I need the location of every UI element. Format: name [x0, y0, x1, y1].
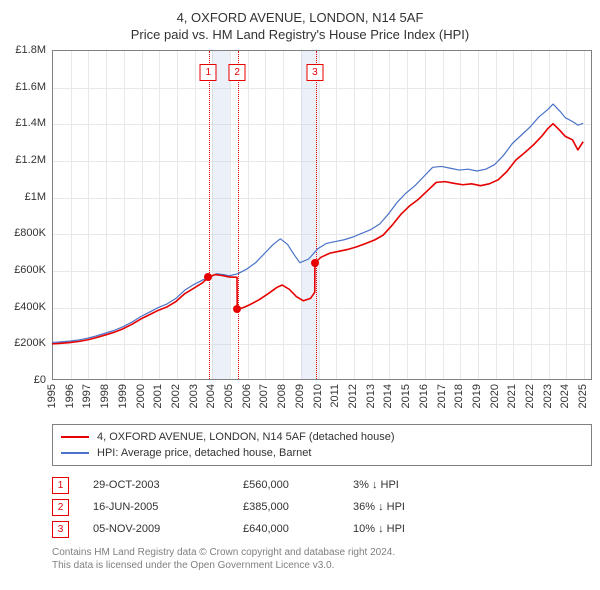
series-property — [52, 124, 583, 344]
title-sub: Price paid vs. HM Land Registry's House … — [12, 27, 588, 42]
x-tick-label: 2013 — [365, 384, 377, 408]
x-tick-label: 1995 — [46, 384, 58, 408]
sales-price: £640,000 — [243, 523, 353, 535]
sales-table: 1 29-OCT-2003£560,0003% ↓ HPI 2 16-JUN-2005… — [52, 474, 592, 540]
x-tick-label: 2009 — [294, 384, 306, 408]
footer-line-2: This data is licensed under the Open Gov… — [52, 559, 592, 572]
legend-swatch — [61, 452, 89, 454]
sales-row: 1 29-OCT-2003£560,0003% ↓ HPI — [52, 474, 592, 496]
y-tick-label: £1.4M — [6, 117, 46, 129]
x-tick-label: 2017 — [436, 384, 448, 408]
x-tick-label: 2018 — [453, 384, 465, 408]
sales-price: £560,000 — [243, 479, 353, 491]
sale-marker — [311, 259, 319, 267]
legend: 4, OXFORD AVENUE, LONDON, N14 5AF (detac… — [52, 424, 592, 466]
x-tick-label: 2008 — [276, 384, 288, 408]
y-tick-label: £0 — [6, 374, 46, 386]
footer: Contains HM Land Registry data © Crown c… — [52, 546, 592, 572]
y-tick-label: £600K — [6, 264, 46, 276]
sale-number-box: 3 — [306, 64, 323, 81]
y-tick-label: £400K — [6, 301, 46, 313]
x-tick-label: 2001 — [152, 384, 164, 408]
title-main: 4, OXFORD AVENUE, LONDON, N14 5AF — [12, 10, 588, 25]
x-tick-label: 1998 — [99, 384, 111, 408]
x-tick-label: 2023 — [542, 384, 554, 408]
y-tick-label: £1M — [6, 191, 46, 203]
sales-number-box: 2 — [52, 499, 69, 516]
series-hpi — [52, 104, 583, 342]
y-tick-label: £1.2M — [6, 154, 46, 166]
sales-number-box: 3 — [52, 521, 69, 538]
title-block: 4, OXFORD AVENUE, LONDON, N14 5AF Price … — [12, 10, 588, 42]
chart-container: 4, OXFORD AVENUE, LONDON, N14 5AF Price … — [0, 0, 600, 590]
x-tick-label: 1999 — [117, 384, 129, 408]
x-tick-label: 2002 — [170, 384, 182, 408]
x-tick-label: 2024 — [559, 384, 571, 408]
x-tick-label: 2021 — [506, 384, 518, 408]
sales-date: 05-NOV-2009 — [93, 523, 243, 535]
x-tick-label: 2014 — [382, 384, 394, 408]
sales-delta: 10% ↓ HPI — [353, 523, 463, 535]
x-tick-label: 2011 — [329, 384, 341, 408]
x-tick-label: 1997 — [81, 384, 93, 408]
x-tick-label: 2025 — [577, 384, 589, 408]
x-tick-label: 1996 — [64, 384, 76, 408]
sales-delta: 3% ↓ HPI — [353, 479, 463, 491]
sales-date: 29-OCT-2003 — [93, 479, 243, 491]
x-tick-label: 2006 — [241, 384, 253, 408]
legend-item: HPI: Average price, detached house, Barn… — [61, 445, 583, 461]
x-tick-label: 2005 — [223, 384, 235, 408]
x-tick-label: 2000 — [135, 384, 147, 408]
x-tick-label: 2015 — [400, 384, 412, 408]
x-tick-label: 2016 — [418, 384, 430, 408]
sales-number-box: 1 — [52, 477, 69, 494]
sale-number-box: 1 — [200, 64, 217, 81]
x-tick-label: 2012 — [347, 384, 359, 408]
y-tick-label: £800K — [6, 227, 46, 239]
legend-item: 4, OXFORD AVENUE, LONDON, N14 5AF (detac… — [61, 429, 583, 445]
y-tick-label: £1.6M — [6, 81, 46, 93]
sales-price: £385,000 — [243, 501, 353, 513]
sales-delta: 36% ↓ HPI — [353, 501, 463, 513]
x-tick-label: 2019 — [471, 384, 483, 408]
x-tick-label: 2010 — [312, 384, 324, 408]
y-tick-label: £200K — [6, 337, 46, 349]
y-tick-label: £1.8M — [6, 44, 46, 56]
sales-date: 16-JUN-2005 — [93, 501, 243, 513]
legend-swatch — [61, 436, 89, 438]
sale-number-box: 2 — [229, 64, 246, 81]
series-svg — [52, 50, 592, 380]
x-tick-label: 2003 — [188, 384, 200, 408]
x-tick-label: 2020 — [489, 384, 501, 408]
footer-line-1: Contains HM Land Registry data © Crown c… — [52, 546, 592, 559]
x-tick-label: 2022 — [524, 384, 536, 408]
x-tick-label: 2004 — [205, 384, 217, 408]
sales-row: 2 16-JUN-2005£385,00036% ↓ HPI — [52, 496, 592, 518]
legend-label: 4, OXFORD AVENUE, LONDON, N14 5AF (detac… — [97, 431, 395, 443]
x-tick-label: 2007 — [258, 384, 270, 408]
legend-label: HPI: Average price, detached house, Barn… — [97, 447, 311, 459]
sales-row: 3 05-NOV-2009£640,00010% ↓ HPI — [52, 518, 592, 540]
chart-area: £0£200K£400K£600K£800K£1M£1.2M£1.4M£1.6M… — [52, 50, 592, 380]
